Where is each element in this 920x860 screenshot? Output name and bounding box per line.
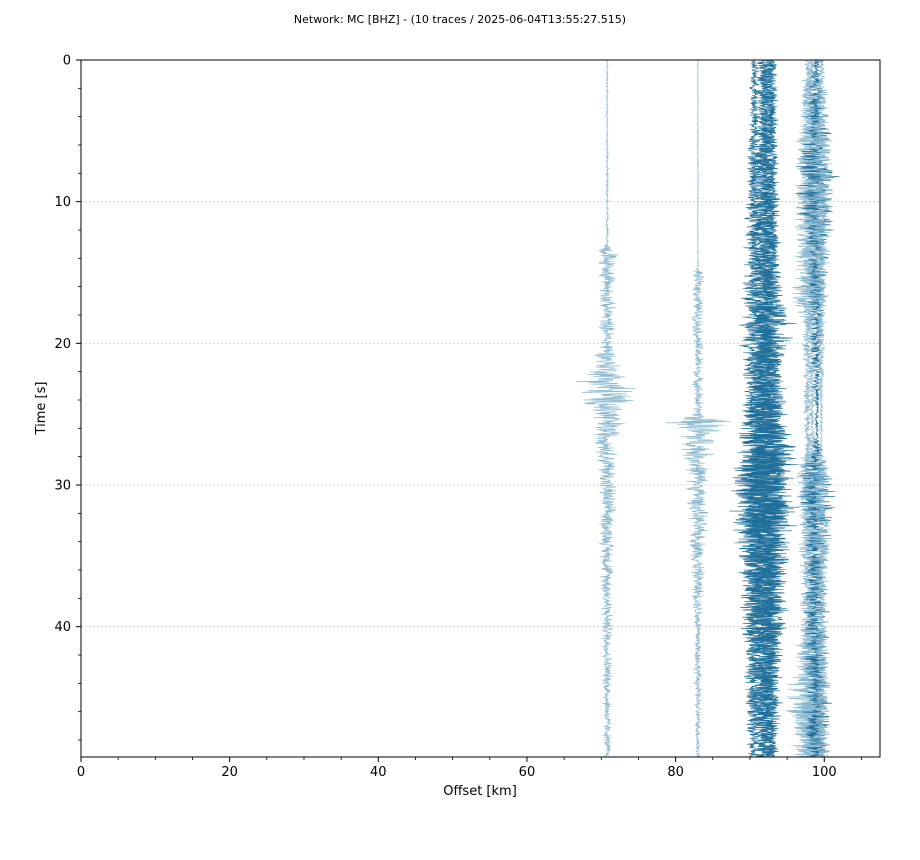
chart-title: Network: MC [BHZ] - (10 traces / 2025-06… [294, 13, 626, 26]
x-tick-label-60: 60 [519, 765, 536, 780]
y-tick-label-40: 40 [54, 620, 71, 635]
trace-3 [733, 59, 776, 758]
x-axis-label: Offset [km] [443, 784, 517, 799]
x-tick-label-80: 80 [667, 765, 684, 780]
x-tick-label-100: 100 [812, 765, 837, 780]
x-axis: 0 20 40 60 80 100 [77, 757, 862, 780]
plot-frame [80, 59, 881, 758]
y-tick-label-10: 10 [54, 195, 71, 210]
trace-6 [750, 59, 797, 758]
seismic-traces [576, 59, 840, 758]
trace-2 [665, 59, 730, 758]
trace-1 [576, 59, 635, 758]
y-axis: 0 10 20 30 40 [54, 54, 81, 741]
x-tick-label-40: 40 [370, 765, 387, 780]
x-tick-label-0: 0 [77, 765, 85, 780]
trace-10 [808, 59, 835, 758]
y-tick-label-30: 30 [54, 479, 71, 494]
y-tick-label-20: 20 [54, 337, 71, 352]
x-tick-label-20: 20 [221, 765, 238, 780]
y-axis-label: Time [s] [34, 382, 49, 436]
trace-8 [794, 59, 831, 758]
trace-5 [733, 59, 800, 758]
trace-9 [795, 59, 840, 757]
y-tick-label-0: 0 [63, 54, 71, 69]
